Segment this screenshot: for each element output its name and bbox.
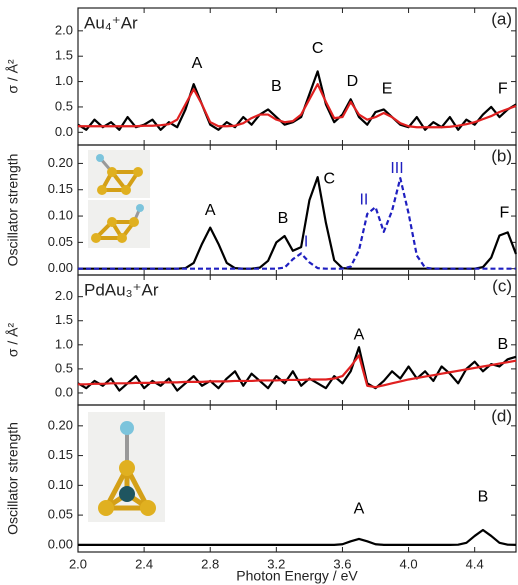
y-tick-label: 0.10 xyxy=(48,207,73,222)
atom xyxy=(97,185,107,195)
y-axis-label: σ / Å² xyxy=(5,323,21,358)
annotation: A xyxy=(205,202,216,219)
annotation: B xyxy=(271,78,282,95)
atom xyxy=(119,460,135,476)
annotation: C xyxy=(312,40,324,57)
atom xyxy=(96,154,104,162)
y-tick-label: 0.5 xyxy=(55,98,73,113)
y-tick-label: 1.5 xyxy=(55,312,73,327)
atom xyxy=(117,233,127,243)
atom xyxy=(121,185,131,195)
atom xyxy=(98,500,114,516)
series-line xyxy=(78,71,516,129)
panel-title: PdAu₃⁺Ar xyxy=(84,280,159,299)
atom xyxy=(136,204,144,212)
atom xyxy=(107,217,117,227)
x-tick-label: 4.0 xyxy=(400,556,418,571)
y-axis-label: Oscillator strength xyxy=(5,154,21,267)
annotation: III xyxy=(390,160,403,177)
atom xyxy=(140,500,156,516)
atom xyxy=(133,167,143,177)
y-tick-label: 0.10 xyxy=(48,477,73,492)
series-line xyxy=(78,530,516,545)
figure: 0.00.51.01.52.0Au₄⁺Ar(a)σ / Å²ABCDEF0.00… xyxy=(0,0,518,585)
annotation: F xyxy=(498,80,508,97)
y-tick-label: 2.0 xyxy=(55,22,73,37)
atom xyxy=(129,217,139,227)
panel-label: (d) xyxy=(491,406,512,425)
annotation: B xyxy=(497,336,508,353)
y-tick-label: 1.0 xyxy=(55,336,73,351)
panel-label: (c) xyxy=(492,276,512,295)
annotation: F xyxy=(500,205,510,222)
y-tick-label: 0.15 xyxy=(48,447,73,462)
y-tick-label: 0.00 xyxy=(48,536,73,551)
inset-structure-2 xyxy=(88,200,150,248)
atom xyxy=(107,167,117,177)
y-tick-label: 0.0 xyxy=(55,384,73,399)
x-tick-label: 2.8 xyxy=(201,556,219,571)
x-tick-label: 2.0 xyxy=(69,556,87,571)
atom xyxy=(119,486,135,502)
y-tick-label: 0.5 xyxy=(55,360,73,375)
annotation: I xyxy=(304,234,308,251)
panel-label: (a) xyxy=(491,9,512,28)
series-line xyxy=(78,355,516,387)
y-tick-label: 0.20 xyxy=(48,155,73,170)
annotation: B xyxy=(278,210,289,227)
annotation: D xyxy=(347,73,359,90)
y-tick-label: 0.15 xyxy=(48,181,73,196)
y-tick-label: 2.0 xyxy=(55,288,73,303)
annotation: II xyxy=(359,191,368,208)
y-tick-label: 0.0 xyxy=(55,124,73,139)
y-axis-label: Oscillator strength xyxy=(5,422,21,535)
inset-structure-3 xyxy=(88,412,165,522)
page: 0.00.51.01.52.0Au₄⁺Ar(a)σ / Å²ABCDEF0.00… xyxy=(0,0,518,585)
x-tick-label: 4.4 xyxy=(466,556,484,571)
atom xyxy=(120,421,134,435)
annotation: A xyxy=(354,326,365,343)
y-tick-label: 0.05 xyxy=(48,507,73,522)
atom xyxy=(91,233,101,243)
y-tick-label: 0.05 xyxy=(48,234,73,249)
x-tick-label: 2.4 xyxy=(135,556,153,571)
annotation: A xyxy=(192,55,203,72)
annotation: C xyxy=(323,170,335,187)
y-tick-label: 1.0 xyxy=(55,73,73,88)
annotation: B xyxy=(478,488,489,505)
y-axis-label: σ / Å² xyxy=(5,59,21,94)
y-tick-label: 0.20 xyxy=(48,417,73,432)
annotation: A xyxy=(354,500,365,517)
y-tick-label: 1.5 xyxy=(55,48,73,63)
x-axis-label: Photon Energy / eV xyxy=(236,568,358,584)
series-line xyxy=(78,347,516,390)
inset-structure-1 xyxy=(88,150,150,198)
panel-title: Au₄⁺Ar xyxy=(84,13,138,32)
annotation: E xyxy=(382,80,393,97)
panel-label: (b) xyxy=(491,146,512,165)
y-tick-label: 0.00 xyxy=(48,260,73,275)
